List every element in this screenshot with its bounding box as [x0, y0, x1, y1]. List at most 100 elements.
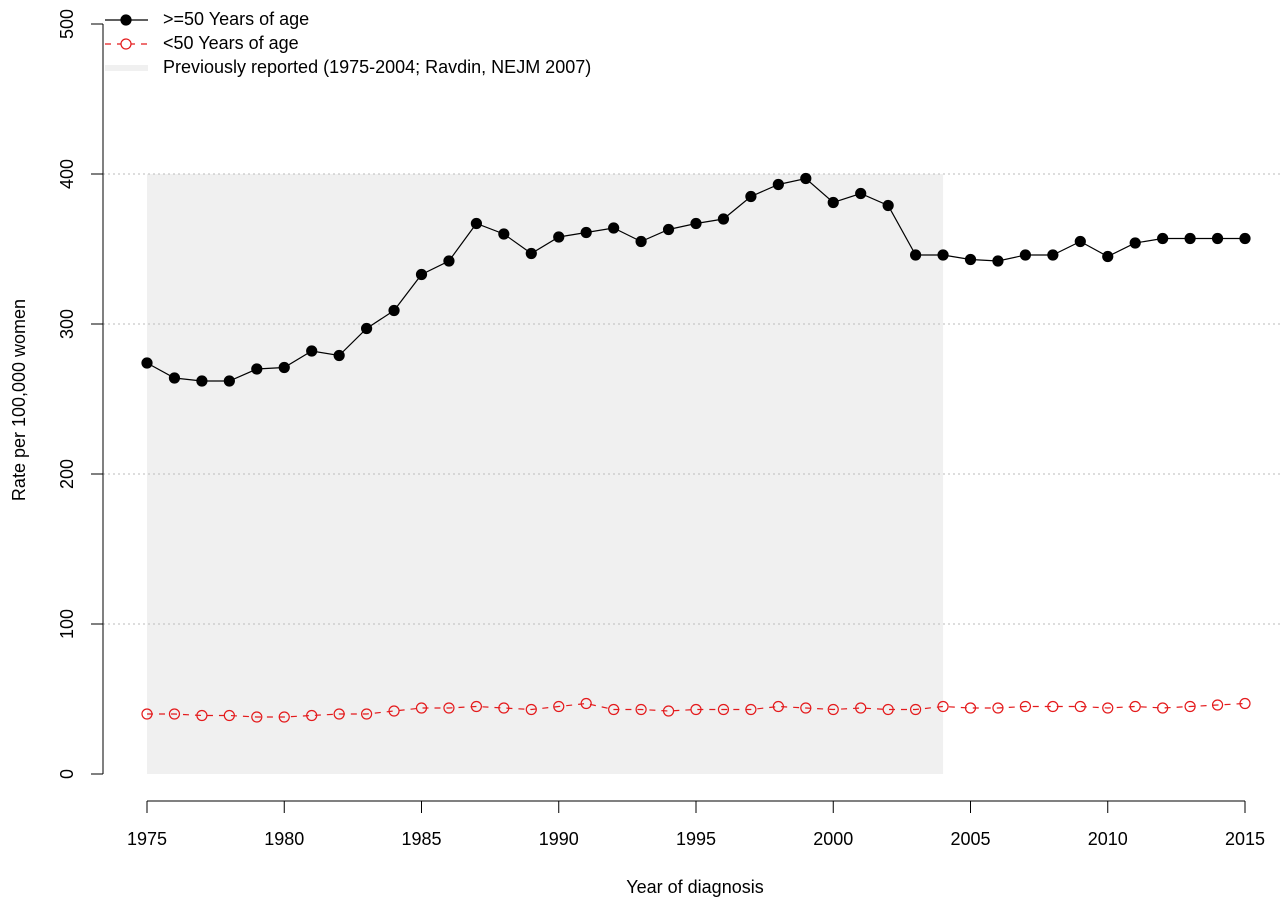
data-point	[306, 709, 318, 722]
legend-label: <50 Years of age	[163, 33, 299, 53]
data-point	[1102, 702, 1114, 714]
data-point	[745, 703, 757, 716]
data-point	[1102, 250, 1114, 263]
data-point	[1184, 232, 1196, 245]
data-point	[553, 700, 565, 713]
data-point	[690, 703, 702, 716]
data-point	[855, 187, 867, 200]
data-point	[498, 228, 510, 240]
x-tick-label: 2015	[1225, 829, 1265, 849]
data-point	[1239, 697, 1251, 710]
data-point	[278, 711, 290, 723]
data-point	[223, 375, 235, 387]
data-point	[196, 709, 208, 722]
x-tick-label: 1985	[401, 829, 441, 849]
data-point	[772, 700, 784, 713]
legend-label: >=50 Years of age	[163, 9, 309, 29]
y-tick-label: 0	[57, 769, 77, 779]
data-point	[608, 222, 620, 234]
data-point	[1157, 232, 1169, 245]
data-point	[608, 703, 620, 716]
data-point	[443, 255, 455, 267]
data-point	[937, 249, 949, 261]
data-point	[251, 363, 263, 375]
data-point	[690, 217, 702, 230]
x-tick-label: 1980	[264, 829, 304, 849]
data-point	[964, 253, 977, 266]
data-point	[223, 709, 235, 722]
legend-marker	[120, 14, 132, 26]
data-point	[800, 172, 812, 185]
data-point	[909, 249, 922, 261]
data-point	[717, 213, 730, 225]
y-tick-label: 500	[57, 9, 77, 39]
data-point	[168, 708, 181, 720]
data-point	[662, 223, 675, 236]
data-point	[1047, 249, 1059, 261]
y-tick-label: 200	[57, 459, 77, 489]
data-point	[855, 702, 867, 714]
x-tick-label: 1995	[676, 829, 716, 849]
data-point	[937, 700, 949, 713]
data-point	[443, 702, 455, 714]
x-tick-label: 2000	[813, 829, 853, 849]
x-tick-label: 2010	[1088, 829, 1128, 849]
data-point	[525, 703, 537, 716]
data-point	[909, 703, 922, 716]
data-point	[992, 255, 1004, 267]
data-point	[196, 375, 208, 387]
data-point	[141, 357, 153, 369]
data-point	[1129, 237, 1141, 249]
x-tick-label: 2005	[950, 829, 990, 849]
data-point	[717, 703, 730, 716]
data-point	[1211, 232, 1224, 245]
data-point	[992, 702, 1004, 714]
y-tick-label: 300	[57, 309, 77, 339]
data-point	[964, 702, 977, 714]
data-point	[635, 703, 647, 716]
x-tick-label: 1990	[539, 829, 579, 849]
data-point	[580, 697, 592, 710]
data-point	[1074, 700, 1086, 713]
data-point	[1129, 700, 1141, 713]
data-point	[361, 708, 373, 720]
data-point	[1074, 235, 1086, 248]
data-point	[333, 349, 345, 362]
y-tick-label: 400	[57, 159, 77, 189]
data-point	[361, 322, 373, 335]
data-point	[580, 226, 592, 239]
data-point	[251, 711, 263, 723]
data-point	[388, 705, 400, 717]
data-point	[141, 708, 153, 720]
data-point	[827, 196, 839, 209]
data-point	[1047, 700, 1059, 713]
data-point	[333, 708, 345, 720]
data-point	[772, 178, 784, 191]
x-tick-label: 1975	[127, 829, 167, 849]
data-point	[553, 231, 565, 243]
data-point	[525, 247, 537, 260]
data-point	[278, 361, 290, 374]
data-point	[745, 190, 757, 203]
y-axis-title: Rate per 100,000 women	[9, 299, 29, 501]
data-point	[635, 235, 647, 248]
data-point	[1211, 699, 1224, 711]
legend-marker	[120, 38, 132, 50]
data-point	[662, 705, 675, 717]
data-point	[470, 217, 482, 230]
data-point	[306, 345, 318, 357]
y-tick-label: 100	[57, 609, 77, 639]
data-point	[882, 199, 894, 212]
data-point	[800, 702, 812, 714]
data-point	[470, 700, 482, 713]
x-axis-title: Year of diagnosis	[626, 877, 763, 897]
data-point	[168, 372, 181, 384]
data-point	[1184, 700, 1196, 713]
data-point	[1157, 702, 1169, 714]
data-point	[498, 702, 510, 714]
data-point	[388, 304, 400, 317]
data-point	[415, 702, 428, 714]
data-point	[1239, 232, 1251, 245]
legend-label: Previously reported (1975-2004; Ravdin, …	[163, 57, 591, 77]
